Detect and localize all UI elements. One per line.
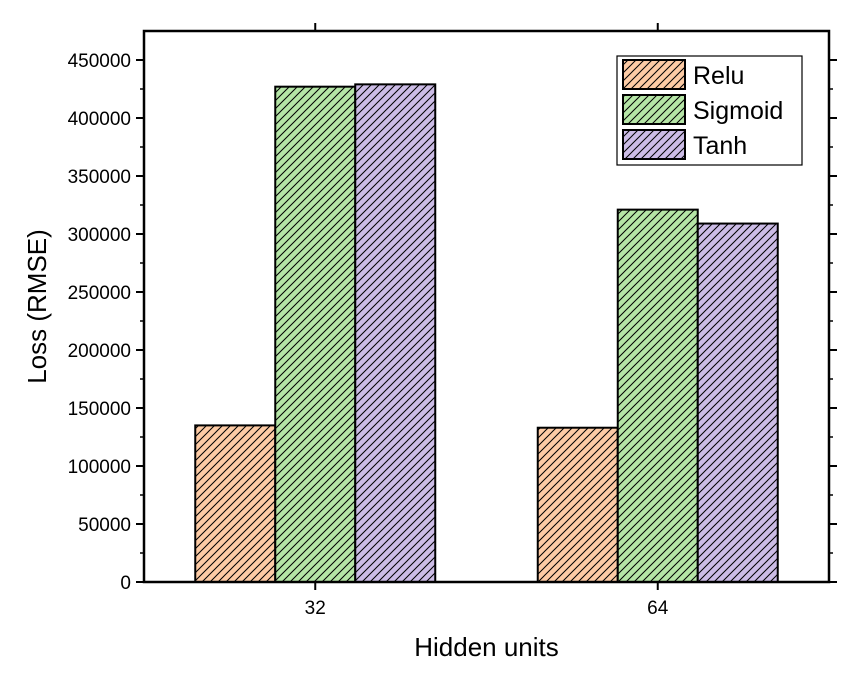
bar-relu-64	[536, 426, 619, 583]
y-axis: 0 50000 100000 150000 200000 250000 300000 3500…	[68, 51, 837, 594]
y-tick-label: 150000	[68, 399, 131, 420]
bar-relu-32	[194, 424, 277, 583]
y-tick-label: 450000	[68, 51, 131, 72]
x-axis: 32 64	[305, 23, 669, 619]
legend-swatch-relu	[622, 59, 686, 90]
x-tick-label: 32	[305, 598, 326, 619]
legend-swatch-tanh	[622, 129, 686, 160]
y-tick-label: 0	[120, 573, 131, 594]
y-tick-label: 250000	[68, 283, 131, 304]
y-tick-label: 100000	[68, 457, 131, 478]
legend-label-relu: Relu	[693, 62, 744, 90]
y-tick-label: 200000	[68, 341, 131, 362]
y-axis-title: Loss (RMSE)	[22, 229, 52, 384]
legend-label-sigmoid: Sigmoid	[693, 97, 783, 125]
legend: Relu Sigmoid Tanh	[616, 55, 803, 166]
bar-sigmoid-64	[616, 208, 699, 583]
x-tick-label: 64	[647, 598, 669, 619]
bar-tanh-64	[696, 222, 779, 583]
y-tick-label: 300000	[68, 225, 131, 246]
bar-sigmoid-32	[274, 85, 357, 584]
y-tick-label: 400000	[68, 109, 131, 130]
y-tick-label: 50000	[78, 515, 131, 536]
y-tick-label: 350000	[68, 167, 131, 188]
bars-group	[194, 83, 779, 584]
bar-tanh-32	[354, 83, 437, 584]
legend-label-tanh: Tanh	[693, 132, 747, 160]
x-axis-title: Hidden units	[414, 632, 559, 662]
plot-frame	[142, 29, 831, 584]
legend-swatch-sigmoid	[622, 94, 686, 125]
